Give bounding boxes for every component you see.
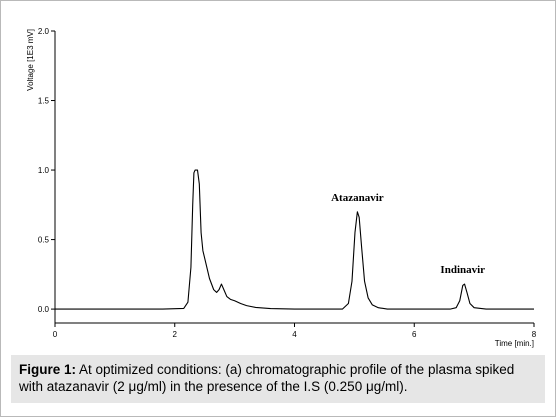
y-tick-label: 0.0 [38,305,50,314]
y-tick-label: 0.5 [38,236,50,245]
chart-ticks: 0 2 4 6 8 0.0 0.5 1.0 1.5 2.0 [38,27,537,339]
x-tick-label: 2 [173,330,178,339]
y-axis-title: Voltage [1E3 mV] [26,29,35,91]
x-tick-label: 4 [292,330,297,339]
chart-series [55,169,534,310]
chromatogram-trace [55,169,534,310]
chart-axes [54,31,534,324]
chart-annotations: Atazanavir Indinavir [331,192,485,276]
y-tick-label: 1.0 [38,166,50,175]
caption-box: Figure 1: At optimized conditions: (a) c… [11,355,545,403]
x-tick-label: 8 [532,330,537,339]
chart-labels: Time [min.] Voltage [1E3 mV] [26,29,534,348]
caption-label: Figure 1: [19,362,77,377]
peak-label: Indinavir [440,264,485,276]
x-axis-title: Time [min.] [495,339,534,348]
peak-label: Atazanavir [331,192,384,204]
x-tick-label: 6 [412,330,417,339]
caption-text: At optimized conditions: (a) chromatogra… [19,362,515,394]
y-tick-label: 2.0 [38,27,50,36]
x-tick-label: 0 [53,330,58,339]
figure-caption: Figure 1: At optimized conditions: (a) c… [11,355,545,395]
y-tick-label: 1.5 [38,97,50,106]
chromatogram-chart: 0 2 4 6 8 0.0 0.5 1.0 1.5 2.0 Time [min.] Voltage … [26,27,537,348]
